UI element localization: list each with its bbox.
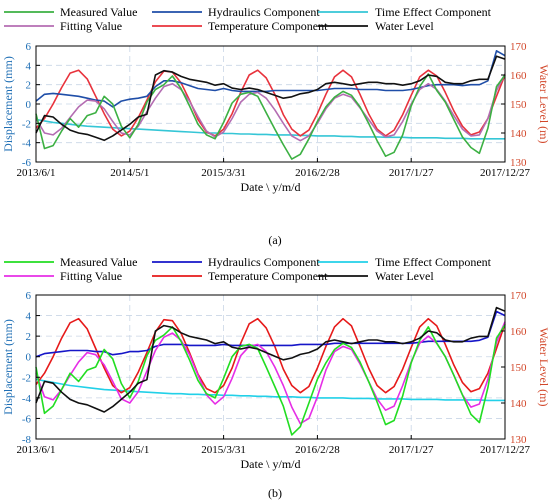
y-left-tick-label: 0 <box>26 99 32 111</box>
chart-panel-a: -6 -4 -2 0 2 4 6 130 140 150 160 170 2013/6/1 2014/5/… <box>1 5 550 247</box>
x-axis-label: Date \ y/m/d <box>241 457 301 471</box>
legend-label-temperature-component: Temperature Component <box>208 269 328 283</box>
x-tick-label: 2016/2/28 <box>295 444 340 456</box>
series-line-hydraulics-component <box>35 310 506 358</box>
y-left-tick-label: 6 <box>26 290 32 302</box>
y-right-tick-label: 150 <box>510 99 527 111</box>
legend: Measured Value Hydraulics Component Time E… <box>4 5 492 33</box>
x-tick-label: 2017/12/27 <box>480 167 531 179</box>
y-right-tick-label: 140 <box>510 128 527 140</box>
plot-frame <box>35 294 506 440</box>
y-left-axis-label: Displacement (mm) <box>1 56 15 152</box>
x-tick-label: 2013/6/1 <box>16 167 55 179</box>
panel-caption: (a) <box>268 233 281 247</box>
legend-label-measured-value: Measured Value <box>60 255 137 269</box>
x-tick-label: 2017/12/27 <box>480 444 531 456</box>
legend-label-water-level: Water Level <box>375 269 434 283</box>
series-line-fitting-value <box>35 73 506 142</box>
series-line-temperature-component <box>35 317 506 394</box>
legend-label-fitting-value: Fitting Value <box>60 19 122 33</box>
x-tick-label: 2013/6/1 <box>16 444 55 456</box>
legend-label-time-effect-component: Time Effect Component <box>375 5 492 19</box>
y-left-tick-label: 6 <box>26 41 32 53</box>
chart-panel-b: -8 -6 -4 -2 0 2 4 6 130 140 150 160 170 2013/6/1 2014/… <box>1 255 550 500</box>
x-tick-label: 2014/5/1 <box>110 167 149 179</box>
y-right-tick-label: 130 <box>510 157 527 169</box>
y-right-tick-label: 130 <box>510 434 527 446</box>
y-left-tick-label: 2 <box>26 80 32 92</box>
series-line-time-effect-component <box>35 378 505 402</box>
y-left-tick-label: 2 <box>26 331 32 343</box>
x-tick-label: 2014/5/1 <box>110 444 149 456</box>
legend-label-water-level: Water Level <box>375 19 434 33</box>
y-left-axis-label: Displacement (mm) <box>1 319 15 415</box>
grid-lines <box>35 294 506 440</box>
x-tick-label: 2015/3/31 <box>201 444 246 456</box>
series-line-water-level <box>35 306 506 413</box>
y-left-tick-label: 4 <box>26 60 32 72</box>
y-right-axis-label: Water Level (m) <box>537 328 550 407</box>
y-left-tick-label: -8 <box>22 434 32 446</box>
legend-label-fitting-value: Fitting Value <box>60 269 122 283</box>
y-right-tick-label: 170 <box>510 290 527 302</box>
y-left-tick-label: 4 <box>26 311 32 323</box>
x-tick-label: 2016/2/28 <box>295 167 340 179</box>
y-left-tick-label: -2 <box>22 118 31 130</box>
x-tick-label: 2015/3/31 <box>201 167 246 179</box>
y-right-tick-label: 160 <box>510 326 527 338</box>
series-line-measured-value <box>35 324 506 436</box>
y-left-tick-label: -2 <box>22 372 31 384</box>
legend-label-hydraulics-component: Hydraulics Component <box>208 5 320 19</box>
x-tick-label: 2017/1/27 <box>389 444 434 456</box>
y-left-tick-label: 0 <box>26 352 32 364</box>
series-line-fitting-value <box>35 321 506 425</box>
y-right-tick-label: 140 <box>510 398 527 410</box>
y-left-tick-label: -4 <box>22 393 32 405</box>
x-axis-label: Date \ y/m/d <box>241 180 301 194</box>
series-line-water-level <box>35 55 506 142</box>
legend-label-temperature-component: Temperature Component <box>208 19 328 33</box>
y-right-tick-label: 170 <box>510 41 527 53</box>
series-line-time-effect-component <box>35 118 505 140</box>
series-line-temperature-component <box>35 69 506 137</box>
legend: Measured Value Hydraulics Component Time E… <box>4 255 492 283</box>
y-right-tick-label: 160 <box>510 70 527 82</box>
y-left-tick-label: -6 <box>22 413 32 425</box>
legend-label-time-effect-component: Time Effect Component <box>375 255 492 269</box>
y-left-tick-label: -4 <box>22 138 32 150</box>
y-left-tick-label: -6 <box>22 157 32 169</box>
panel-caption: (b) <box>268 486 282 500</box>
y-right-tick-label: 150 <box>510 362 527 374</box>
legend-label-hydraulics-component: Hydraulics Component <box>208 255 320 269</box>
y-right-axis-label: Water Level (m) <box>537 65 550 144</box>
legend-label-measured-value: Measured Value <box>60 5 137 19</box>
x-tick-label: 2017/1/27 <box>389 167 434 179</box>
